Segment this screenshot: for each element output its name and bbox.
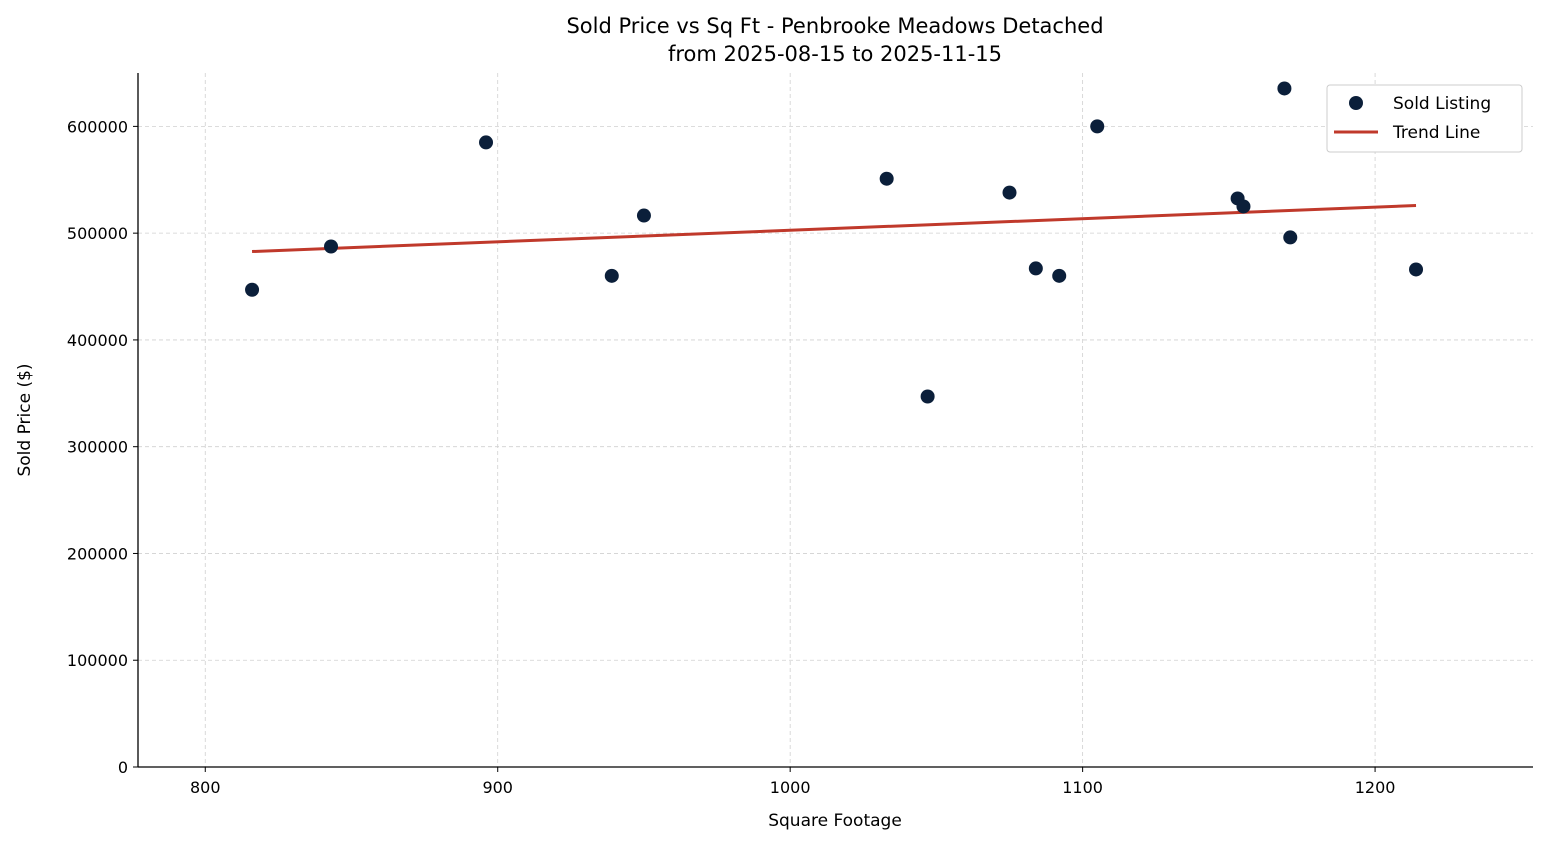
legend-label-sold-listing: Sold Listing	[1393, 94, 1491, 114]
x-tick-label: 1000	[770, 778, 811, 797]
data-point	[1052, 268, 1067, 283]
y-tick-label: 100000	[67, 651, 128, 670]
data-point	[879, 171, 894, 186]
y-tick-label: 300000	[67, 438, 128, 457]
data-point	[920, 389, 935, 404]
y-tick-label: 200000	[67, 544, 128, 563]
data-point	[1283, 230, 1298, 245]
legend: Sold Listing Trend Line	[1326, 84, 1523, 153]
y-tick-label: 600000	[67, 117, 128, 136]
data-point	[1090, 119, 1105, 134]
x-tick-label: 800	[190, 778, 221, 797]
chart-subtitle: from 2025-08-15 to 2025-11-15	[668, 42, 1002, 66]
data-point	[479, 135, 494, 150]
chart-title: Sold Price vs Sq Ft - Penbrooke Meadows …	[566, 14, 1103, 38]
data-point	[1409, 262, 1424, 277]
x-tick-label: 1100	[1062, 778, 1103, 797]
y-tick-label: 0	[118, 758, 128, 777]
x-axis-label: Square Footage	[768, 811, 902, 831]
y-tick-label: 500000	[67, 224, 128, 243]
y-axis-label: Sold Price ($)	[15, 363, 35, 476]
data-point	[1028, 261, 1043, 276]
legend-label-trend-line: Trend Line	[1392, 123, 1480, 143]
x-tick-label: 1200	[1355, 778, 1396, 797]
data-point	[324, 239, 339, 254]
data-point	[1277, 81, 1292, 96]
data-point	[1002, 185, 1017, 200]
trend-line	[251, 204, 1417, 254]
data-point	[604, 268, 619, 283]
x-tick-label: 900	[482, 778, 513, 797]
data-point	[636, 208, 651, 223]
legend-marker-sold-listing	[1349, 96, 1363, 110]
y-tick-label: 400000	[67, 331, 128, 350]
data-point	[245, 282, 260, 297]
data-point	[1236, 199, 1251, 214]
